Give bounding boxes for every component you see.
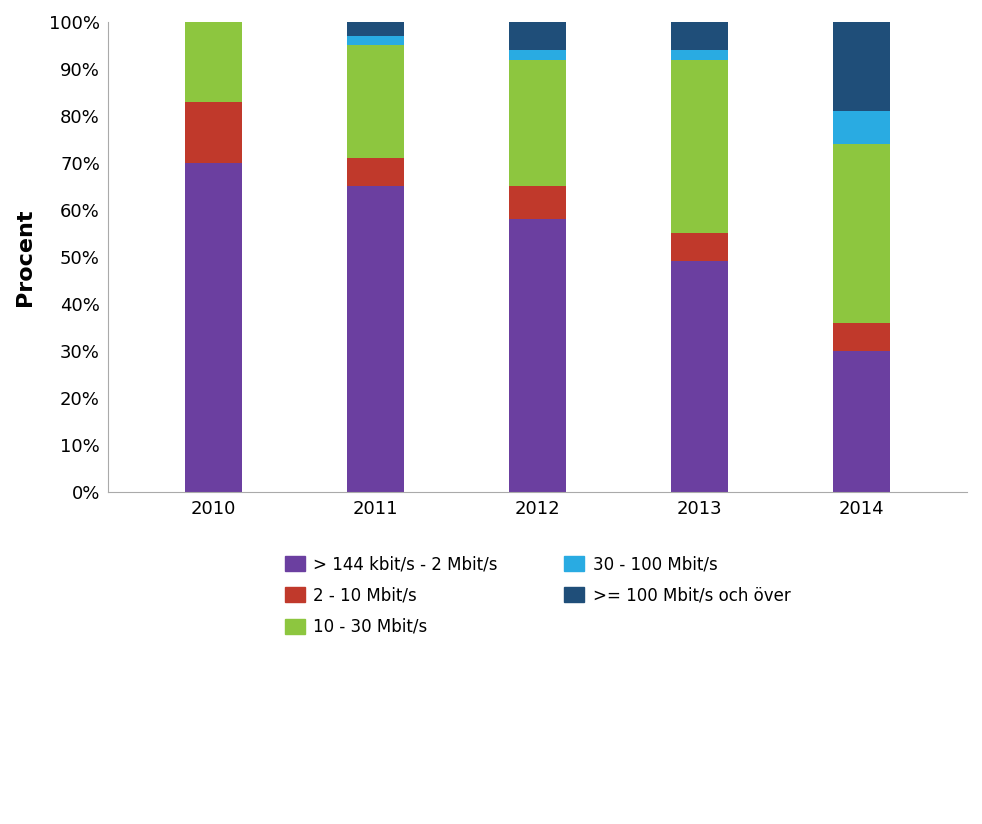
Bar — [186, 22, 242, 102]
Bar — [672, 261, 728, 492]
Bar — [510, 219, 566, 492]
Bar — [834, 144, 890, 322]
Bar — [672, 233, 728, 261]
Bar — [348, 45, 404, 158]
Y-axis label: Procent: Procent — [15, 208, 35, 306]
Bar — [834, 351, 890, 492]
Bar — [186, 102, 242, 163]
Bar — [834, 111, 890, 144]
Bar — [510, 50, 566, 59]
Bar — [348, 36, 404, 45]
Bar — [348, 22, 404, 36]
Bar — [348, 186, 404, 492]
Bar — [348, 158, 404, 186]
Legend: > 144 kbit/s - 2 Mbit/s, 2 - 10 Mbit/s, 10 - 30 Mbit/s, 30 - 100 Mbit/s, >= 100 : > 144 kbit/s - 2 Mbit/s, 2 - 10 Mbit/s, … — [277, 547, 798, 644]
Bar — [672, 22, 728, 50]
Bar — [672, 50, 728, 59]
Bar — [510, 59, 566, 186]
Bar — [834, 322, 890, 351]
Bar — [672, 59, 728, 233]
Bar — [834, 22, 890, 111]
Bar — [186, 163, 242, 492]
Bar — [510, 22, 566, 50]
Bar — [510, 186, 566, 219]
